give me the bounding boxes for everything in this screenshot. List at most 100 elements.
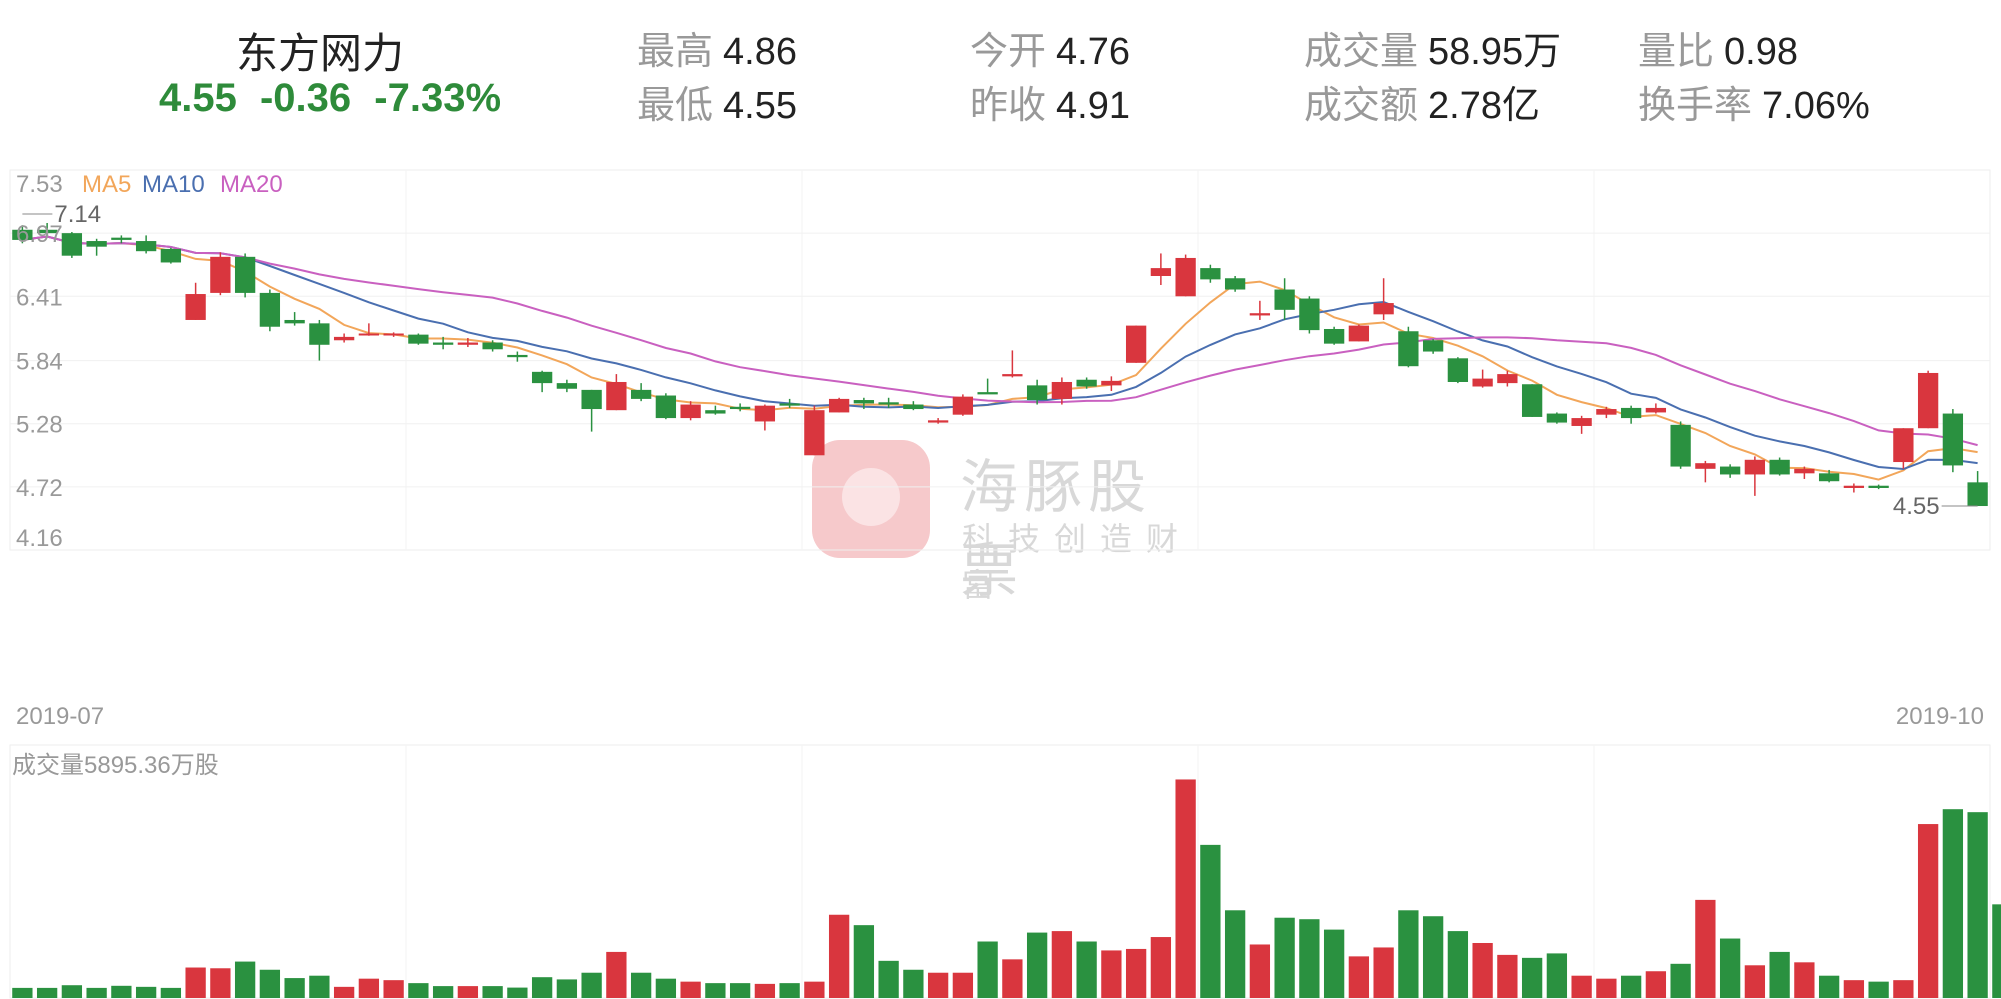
legend-ma5: MA5 — [82, 171, 131, 198]
candle-body — [1967, 482, 1988, 507]
volume-bar — [1645, 971, 1667, 998]
stat-prev-close: 昨收 4.91 — [970, 74, 1130, 129]
candle — [457, 338, 479, 348]
candle — [383, 332, 404, 337]
volume-bar — [1719, 938, 1741, 998]
price-change: -0.36 — [259, 76, 352, 120]
volume-bar — [482, 986, 503, 998]
candle-body — [1125, 325, 1147, 363]
candle-body — [1843, 485, 1865, 488]
volume-bar — [878, 960, 899, 998]
candle — [952, 394, 974, 416]
candle-body — [952, 396, 974, 415]
candlestick-series — [12, 222, 1988, 507]
candle — [1868, 484, 1889, 490]
volume-bar — [952, 972, 974, 998]
candle-body — [1150, 268, 1172, 276]
candle — [878, 397, 899, 408]
candle — [1422, 339, 1444, 354]
candle-body — [1026, 385, 1048, 401]
volume-bar — [927, 972, 949, 998]
candle — [828, 397, 850, 413]
candle — [1002, 350, 1023, 378]
volume-bar — [432, 986, 454, 998]
price-line: 4.55 -0.36 -7.33% — [130, 76, 530, 121]
candle — [1175, 254, 1196, 297]
ma20-line — [22, 235, 1978, 447]
candle — [1744, 456, 1766, 496]
volume-pane-frame — [9, 744, 1991, 999]
min-price-label: 4.55 — [1893, 493, 1940, 520]
candle-body — [1571, 418, 1592, 426]
candle — [1224, 275, 1246, 292]
volume-bar — [1299, 919, 1320, 998]
candle-body — [457, 342, 479, 345]
candle — [507, 351, 528, 362]
stat-volume-value: 58.95万 — [1428, 31, 1562, 73]
candle-body — [1200, 268, 1221, 280]
candle — [1596, 406, 1617, 419]
candle-body — [284, 319, 305, 324]
candle — [135, 235, 157, 254]
volume-bar — [1447, 931, 1469, 998]
volume-bar — [1843, 980, 1865, 998]
candle — [1398, 326, 1419, 368]
candle-body — [1348, 325, 1370, 342]
volume-bar — [1249, 944, 1271, 998]
volume-bar — [977, 941, 998, 998]
candle — [1200, 264, 1221, 283]
volume-bar — [1917, 824, 1939, 998]
candle-body — [977, 392, 998, 395]
volume-bar — [828, 914, 850, 998]
candle-body — [680, 404, 701, 419]
volume-bar — [160, 987, 182, 998]
candle-body — [903, 404, 924, 410]
candle-body — [1794, 468, 1815, 474]
candle — [259, 289, 281, 332]
candle-body — [853, 400, 875, 404]
candle-body — [1101, 380, 1122, 386]
watermark-subtitle: 科技创造财富 — [962, 521, 1193, 603]
candle — [1967, 471, 1988, 507]
volume-bar — [61, 985, 83, 998]
candle-body — [333, 336, 355, 341]
candle — [482, 340, 503, 352]
candle — [1546, 412, 1568, 424]
volume-bar — [1942, 809, 1964, 998]
volume-bar — [12, 987, 33, 998]
candle-body — [111, 237, 132, 240]
candle — [1026, 379, 1048, 405]
candle-body — [779, 403, 800, 406]
candle-body — [1620, 407, 1642, 419]
candle — [606, 374, 627, 411]
candle-body — [135, 241, 157, 252]
candle-body — [1497, 374, 1518, 384]
volume-bar — [259, 969, 281, 998]
volume-bar — [853, 925, 875, 998]
candle-body — [1224, 278, 1246, 290]
candle — [903, 401, 924, 411]
candle — [185, 282, 206, 320]
candle-body — [927, 420, 949, 423]
volume-bar — [1373, 947, 1394, 998]
candle-body — [878, 402, 899, 405]
candle — [1794, 466, 1815, 479]
candle — [1917, 370, 1939, 429]
candle — [1719, 464, 1741, 478]
candle — [1497, 370, 1518, 387]
price-change-pct: -7.33% — [374, 76, 502, 120]
candle — [333, 333, 355, 343]
candle — [630, 383, 652, 402]
candle-body — [1373, 303, 1394, 315]
volume-bar — [1051, 931, 1073, 998]
y-tick-label: 7.53 — [16, 171, 63, 198]
candle — [358, 323, 380, 336]
candle — [1125, 325, 1147, 363]
x-start-label: 2019-07 — [16, 703, 104, 730]
candle-body — [86, 241, 107, 247]
candle — [86, 238, 107, 256]
candle-body — [234, 256, 256, 293]
y-tick-label: 5.84 — [16, 349, 63, 376]
candle-body — [383, 333, 404, 336]
volume-bar — [680, 981, 701, 998]
